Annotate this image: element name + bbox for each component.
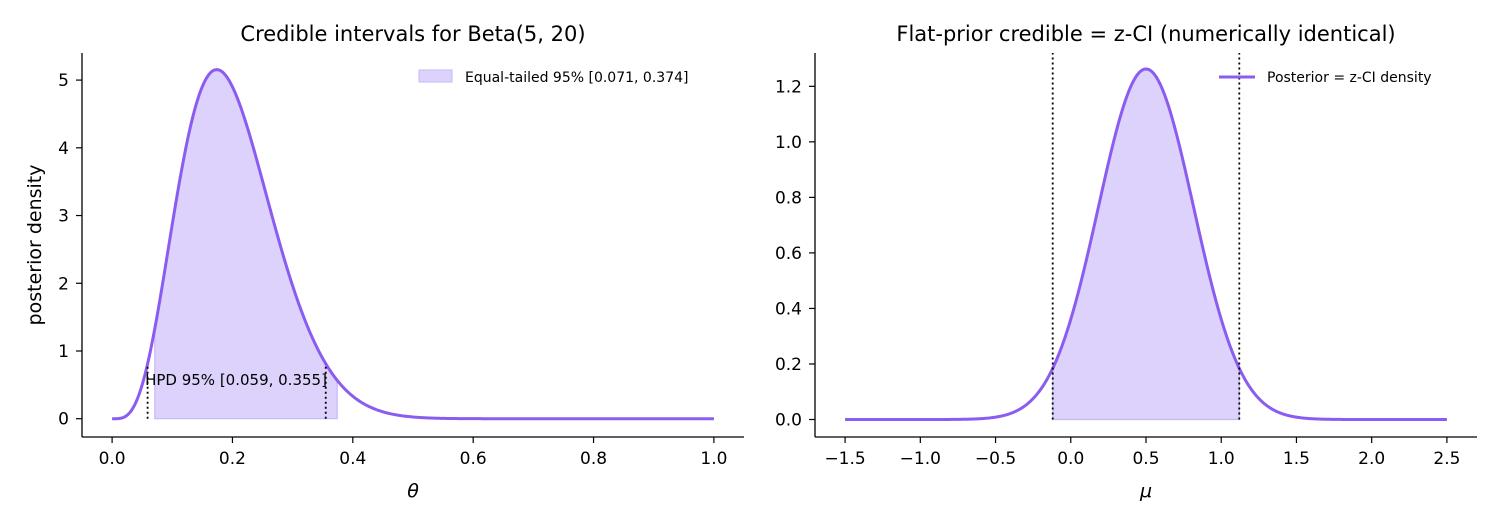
y-tick-label: 2 [58, 274, 69, 294]
x-tick-label: −1.5 [824, 449, 865, 469]
y-tick-label: 0.4 [775, 299, 802, 319]
legend-fill-swatch [418, 69, 453, 83]
x-tick-label: 0.2 [219, 449, 246, 469]
x-tick-label: 0.0 [1057, 449, 1084, 469]
chart-right-ticks: −1.5 −1.0 −0.5 0.0 0.5 1.0 1.5 2.0 2.5 0.0 0.2 0.4 0… [775, 77, 1460, 469]
y-tick-label: 0 [58, 410, 69, 430]
posterior-density-line [111, 68, 715, 421]
x-tick-label: 0.4 [339, 449, 366, 469]
x-tick-label: 1.0 [700, 449, 727, 469]
x-tick-label: 2.5 [1433, 449, 1460, 469]
legend-label: Equal-tailed 95% [0.071, 0.374] [465, 70, 688, 86]
y-tick-label: 0.6 [775, 244, 802, 264]
chart-right: Flat-prior credible = z-CI (numerically … [775, 22, 1477, 502]
y-tick-label: 3 [58, 207, 69, 227]
x-tick-label: 0.0 [99, 449, 126, 469]
chart-left-ylabel: posterior density [24, 165, 46, 326]
y-tick-label: 0.2 [775, 355, 802, 375]
x-tick-label: 2.0 [1358, 449, 1385, 469]
y-tick-label: 1 [58, 342, 69, 362]
posterior-density-line [844, 67, 1448, 422]
x-tick-label: 1.5 [1283, 449, 1310, 469]
chart-left-axes [81, 53, 744, 438]
y-tick-label: 5 [58, 71, 69, 91]
x-tick-label: 1.0 [1208, 449, 1235, 469]
chart-left-ticks: 0.0 0.2 0.4 0.6 0.8 1.0 0 1 2 3 4 5 [58, 71, 727, 469]
chart-right-plot-area [844, 53, 1448, 422]
chart-left-title: Credible intervals for Beta(5, 20) [240, 22, 585, 46]
y-tick-label: 0.8 [775, 188, 802, 208]
chart-left: Credible intervals for Beta(5, 20) 0.0 0.… [24, 22, 744, 502]
chart-right-legend: Posterior = z-CI density [1219, 70, 1432, 86]
y-tick-label: 1.2 [775, 77, 802, 97]
chart-left-legend: Equal-tailed 95% [0.071, 0.374] [418, 69, 688, 86]
x-tick-label: 0.6 [460, 449, 487, 469]
chart-left-xlabel: θ [407, 480, 419, 502]
chart-right-xlabel: μ [1139, 480, 1152, 502]
x-tick-label: 0.5 [1132, 449, 1159, 469]
y-tick-label: 4 [58, 139, 69, 159]
chart-right-title: Flat-prior credible = z-CI (numerically … [896, 22, 1395, 46]
chart-left-plot-area [111, 68, 715, 421]
chart-right-axes [814, 53, 1477, 438]
x-tick-label: −1.0 [900, 449, 941, 469]
x-tick-label: −0.5 [975, 449, 1016, 469]
hpd-annotation: HPD 95% [0.059, 0.355] [145, 371, 327, 389]
x-tick-label: 0.8 [580, 449, 607, 469]
credible-interval-fill [1052, 68, 1240, 421]
legend-label: Posterior = z-CI density [1267, 70, 1432, 86]
y-tick-label: 0.0 [775, 411, 802, 431]
y-tick-label: 1.0 [775, 133, 802, 153]
